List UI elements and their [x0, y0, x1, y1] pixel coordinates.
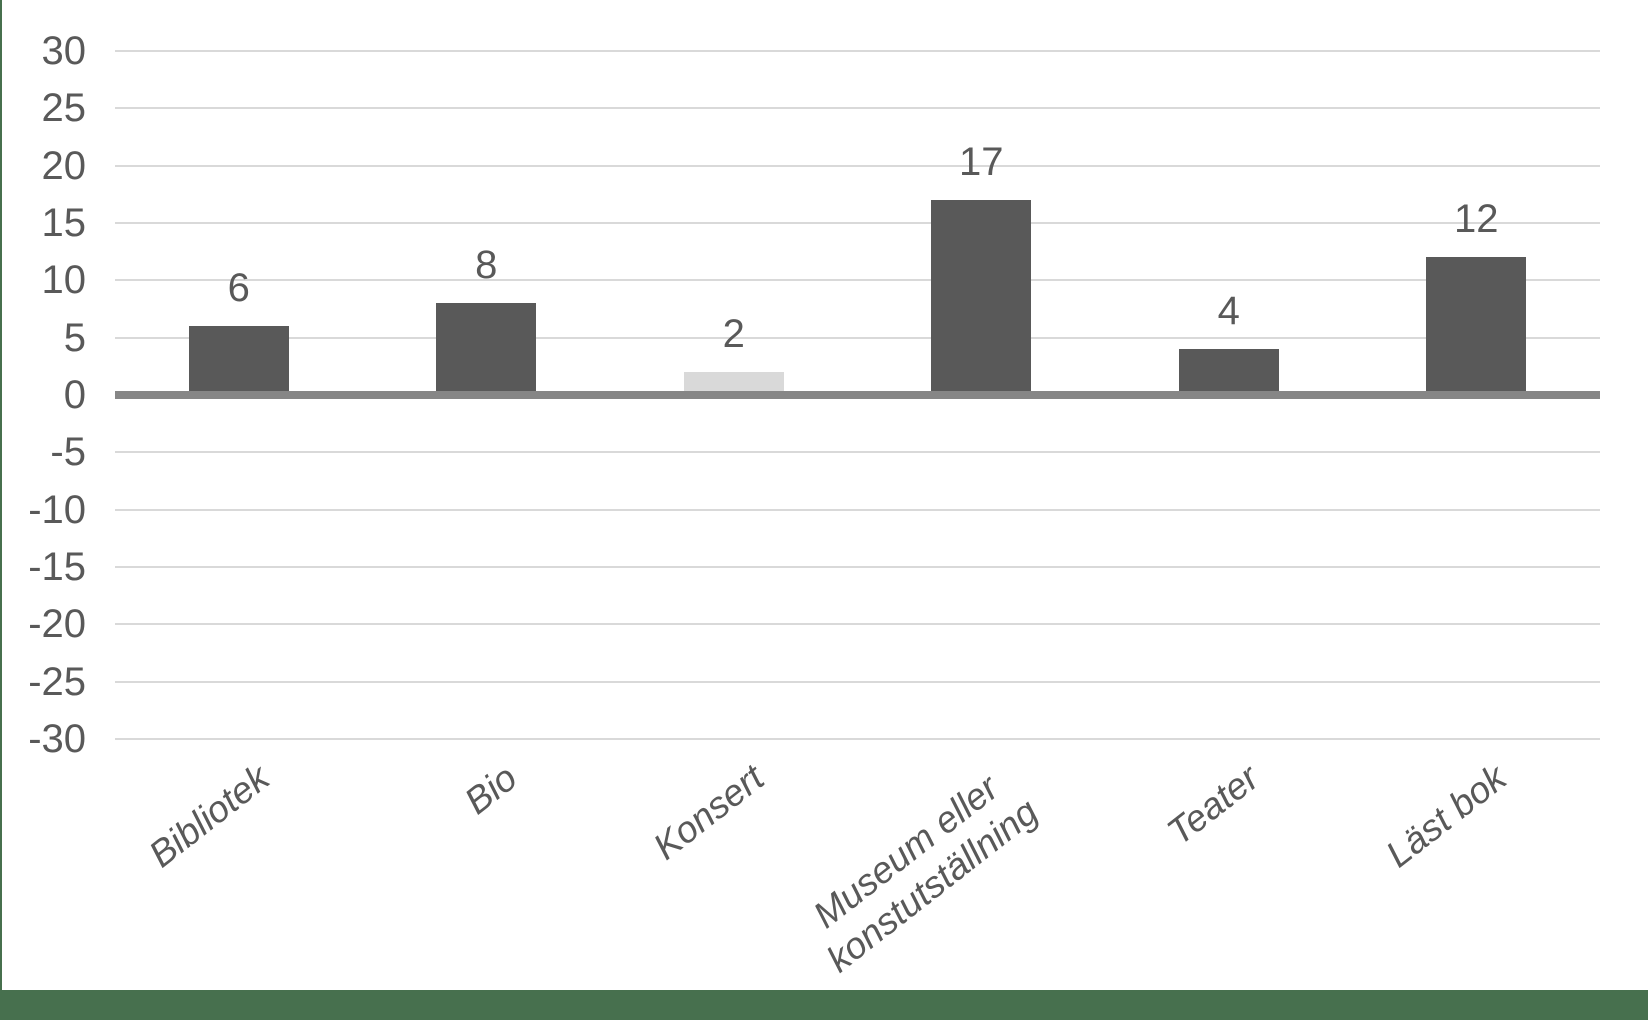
y-tick-label: 10	[41, 258, 87, 303]
x-category-label: Läst bok	[1378, 756, 1515, 876]
y-tick-label: -20	[28, 602, 86, 647]
y-tick-label: 30	[41, 28, 87, 73]
x-category-label: Teater	[1159, 756, 1267, 853]
y-tick-label: 25	[41, 86, 87, 131]
green-footer-bar	[0, 990, 1648, 1020]
y-tick-label: -10	[28, 487, 86, 532]
gridline	[115, 221, 1600, 224]
y-tick-label: 15	[41, 200, 87, 245]
y-tick-label: -5	[50, 430, 86, 475]
bar-2	[683, 372, 784, 395]
gridline	[115, 508, 1600, 511]
bar-0	[188, 326, 289, 395]
bar-1	[436, 303, 537, 395]
gridline	[115, 566, 1600, 569]
gridline	[115, 164, 1600, 167]
x-category-label: Bibliotek	[141, 756, 277, 876]
x-category-label: Konsert	[645, 756, 772, 868]
gridline	[115, 49, 1600, 52]
gridline	[115, 336, 1600, 339]
gridline	[115, 451, 1600, 454]
y-tick-label: 20	[41, 143, 87, 188]
y-tick-label: 0	[63, 373, 86, 417]
y-tick-label: -25	[28, 659, 86, 704]
y-tick-label: 5	[63, 315, 86, 360]
gridline	[115, 623, 1600, 626]
data-label: 6	[227, 266, 250, 311]
data-label: 17	[959, 140, 1004, 184]
zero-axis-line	[115, 391, 1600, 399]
bar-3	[931, 200, 1032, 395]
y-tick-label: -15	[28, 545, 86, 590]
data-label: 4	[1217, 289, 1240, 334]
data-label: 2	[722, 312, 745, 357]
bar-4	[1178, 349, 1279, 395]
gridline	[115, 279, 1600, 282]
green-left-edge	[0, 0, 2, 1020]
gridline	[115, 738, 1600, 741]
y-tick-label: -30	[28, 717, 86, 762]
x-category-label: Museum eller konstutställning	[805, 766, 1046, 981]
x-category-label: Bio	[456, 756, 525, 823]
gridline	[115, 107, 1600, 110]
data-label: 12	[1454, 197, 1499, 242]
bar-5	[1426, 257, 1527, 395]
gridline	[115, 680, 1600, 683]
data-label: 8	[475, 243, 498, 288]
